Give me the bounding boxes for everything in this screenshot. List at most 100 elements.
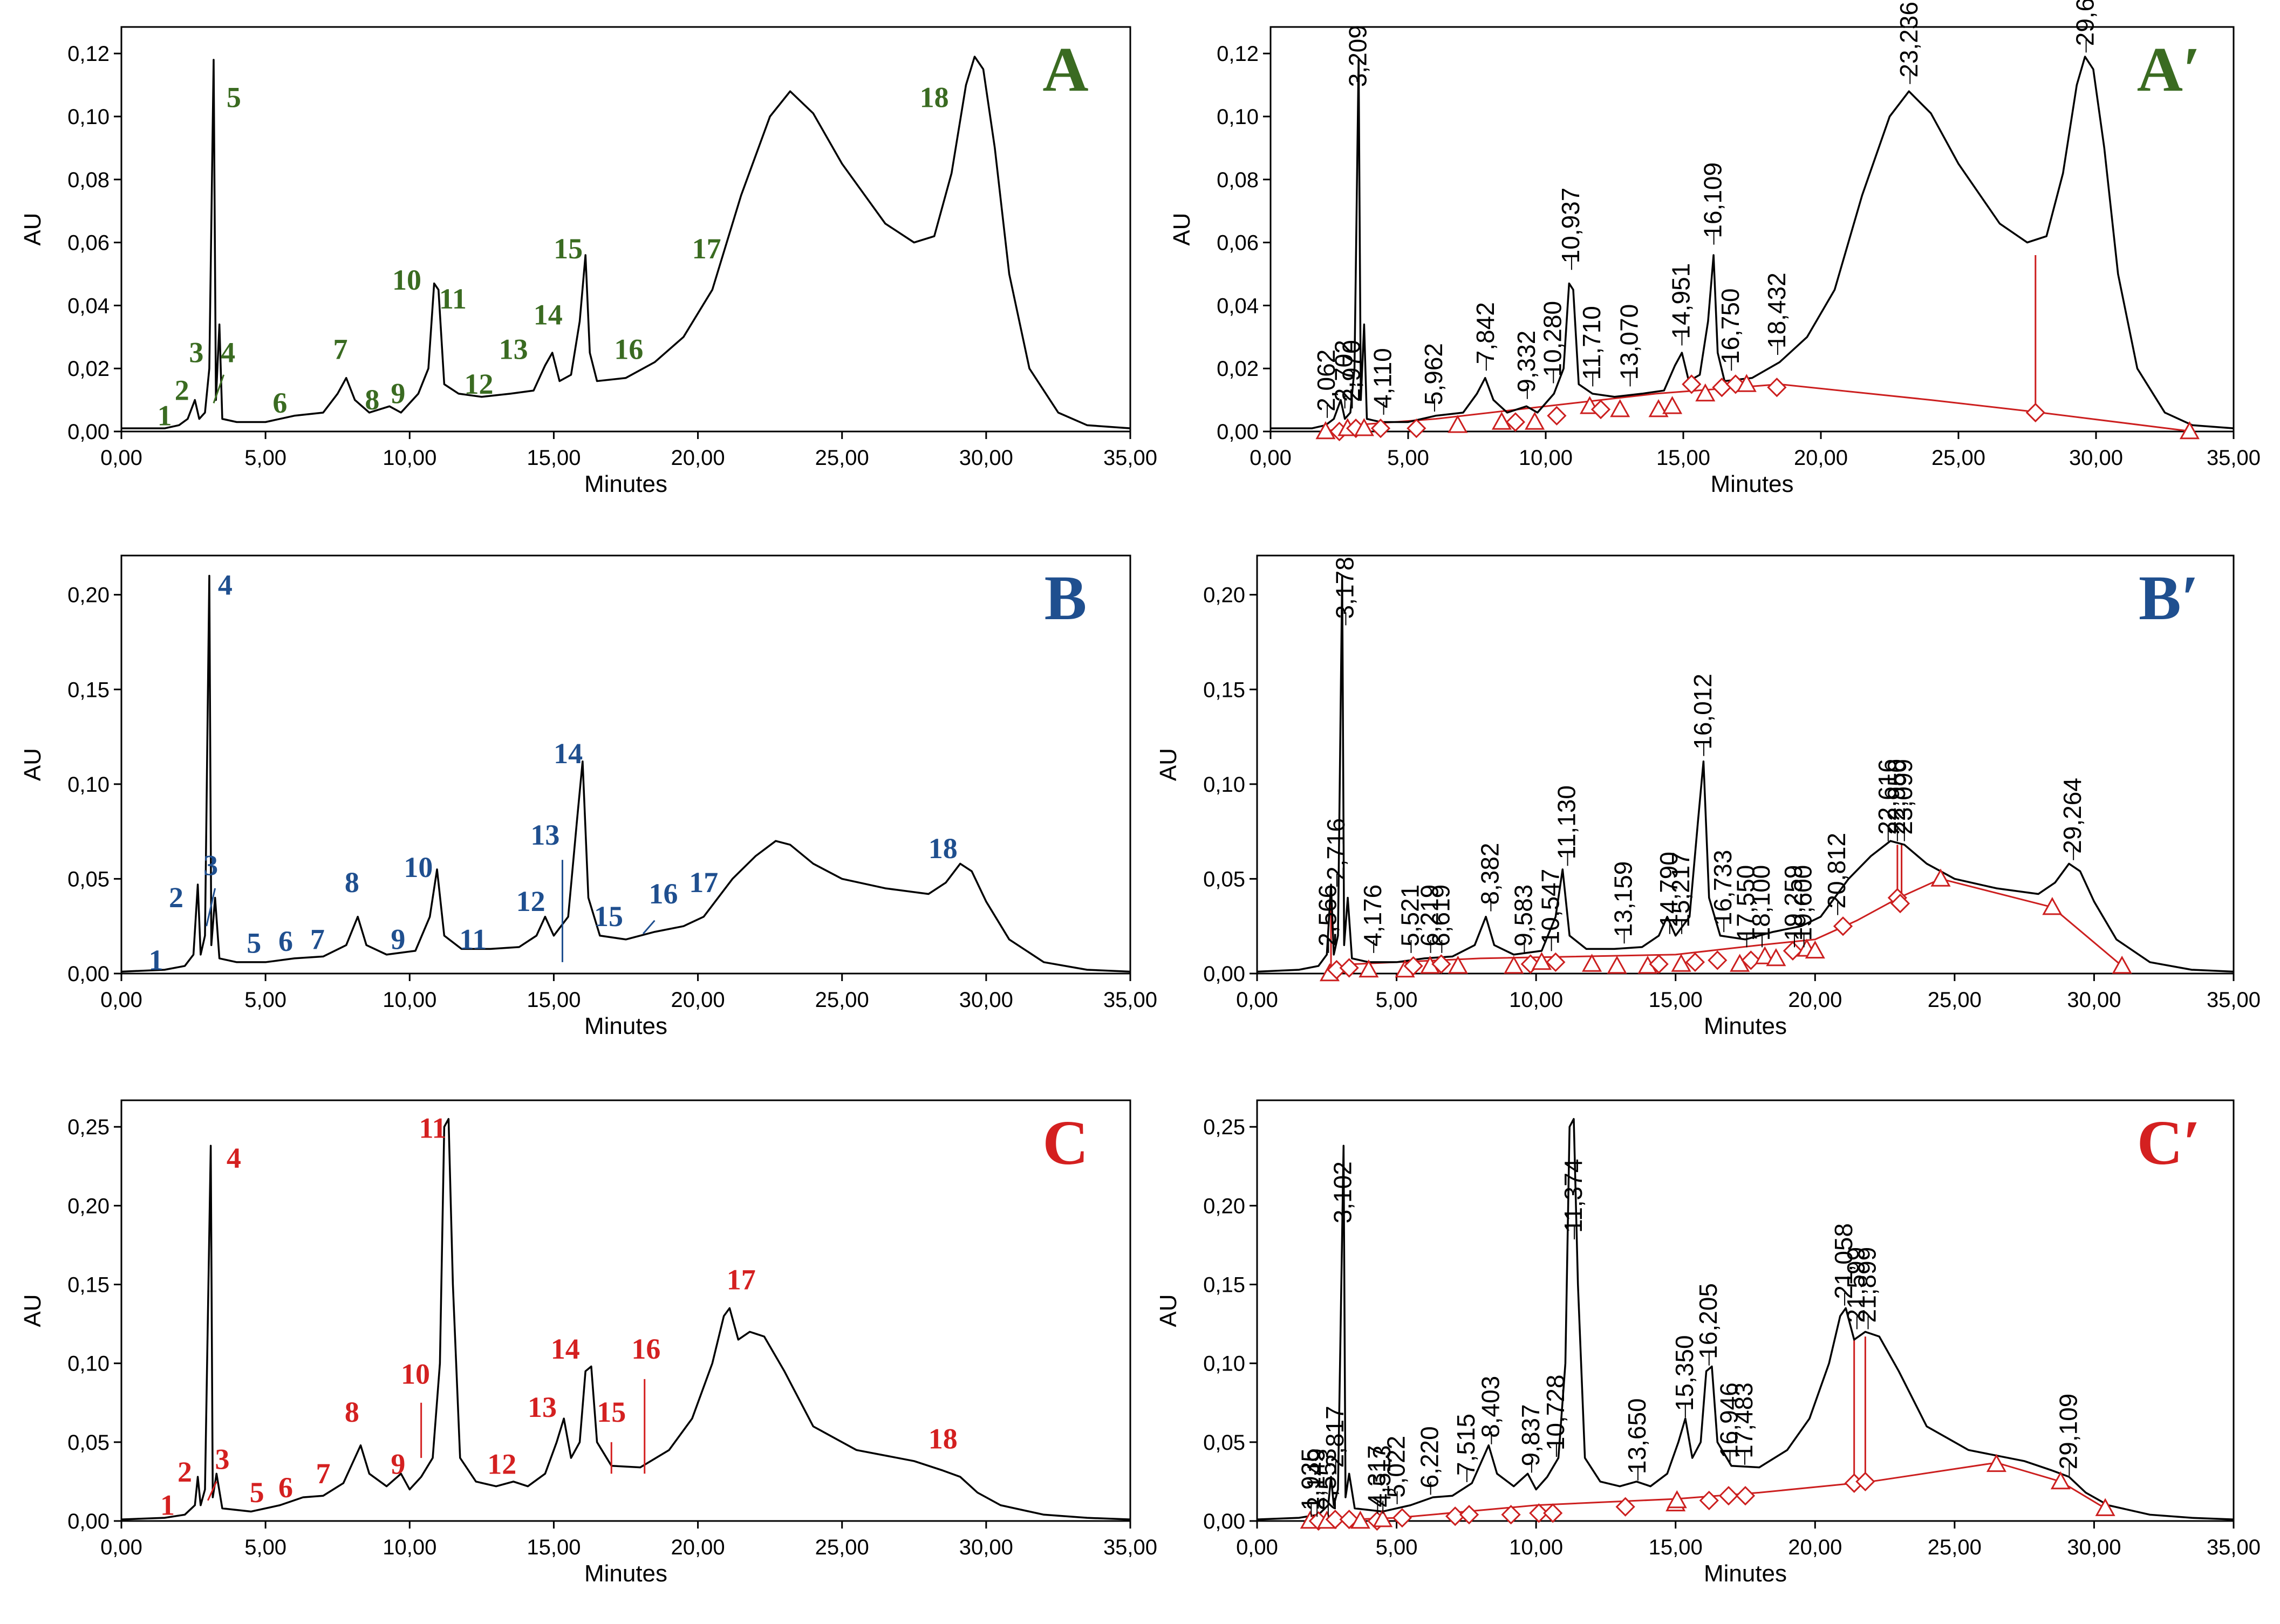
peak-start-marker: [1685, 952, 1705, 972]
retention-time-label: 1,935: [1296, 1448, 1324, 1510]
y-tick-label: 0,05: [1203, 1431, 1245, 1455]
peak-number-label: 14: [534, 298, 563, 331]
x-tick-label: 25,00: [1931, 446, 1985, 470]
peak-number-label: 18: [929, 832, 958, 865]
x-tick-label: 5,00: [1376, 1536, 1418, 1559]
retention-time-label: 16,109: [1699, 162, 1727, 238]
plot-frame: [1269, 26, 2235, 433]
peak-number-label: 16: [631, 1333, 660, 1365]
peak-number-label: 9: [391, 1448, 405, 1480]
peak-number-label: 9: [391, 923, 405, 955]
retention-time-label: 16,946: [1715, 1382, 1743, 1458]
x-tick-label: 25,00: [815, 446, 869, 470]
y-tick-label: 0,00: [1203, 1510, 1245, 1533]
chart-panel-b: 0,00 0,05 0,10 0,15 0,20 0,00 5,00 10,00 15,00 20…: [19, 554, 1157, 1039]
peak-number-label: 17: [689, 866, 718, 899]
peak-end-marker: [1359, 959, 1379, 978]
y-tick-label: 0,20: [67, 584, 110, 607]
peak-start-marker: [1890, 893, 1910, 914]
plot-frame: [120, 1099, 1131, 1522]
x-tick-label: 5,00: [1387, 446, 1429, 470]
peak-number-label: 4: [218, 569, 233, 601]
retention-time-label: 22,616: [1873, 759, 1901, 835]
retention-time-label: 2,062: [1312, 350, 1340, 412]
retention-time-label: 14,951: [1667, 263, 1695, 339]
peak-end-marker: [1531, 951, 1552, 970]
retention-time-label: 20,812: [1822, 833, 1851, 909]
x-tick-label: 20,00: [1794, 446, 1848, 470]
peak-end-marker: [1986, 1454, 2006, 1472]
peak-end-marker: [1607, 955, 1627, 974]
peak-start-marker: [1833, 916, 1853, 936]
retention-time-label: 8,382: [1476, 842, 1504, 904]
peak-number-label: 9: [391, 377, 405, 409]
y-tick-label: 0,04: [67, 294, 110, 318]
retention-time-label: 19,600: [1789, 865, 1817, 941]
retention-time-label: 3,209: [1344, 25, 1372, 87]
retention-time-label: 29,109: [2054, 1394, 2082, 1470]
y-tick-label: 0,02: [1217, 357, 1259, 381]
retention-time-label: 6,220: [1416, 1426, 1444, 1488]
retention-time-label: 4,176: [1359, 885, 1387, 947]
x-tick-label: 5,00: [244, 446, 286, 470]
peak-end-marker: [1766, 948, 1786, 967]
y-axis-label: AU: [19, 748, 46, 781]
x-tick-label: 15,00: [527, 446, 581, 470]
peak-number-label: 17: [692, 232, 721, 265]
plot-frame: [120, 554, 1131, 975]
y-tick-label: 0,15: [1203, 678, 1245, 702]
y-tick-label: 0,04: [1217, 294, 1259, 318]
peak-number-label: 2: [169, 881, 183, 914]
chromatogram-trace: [121, 56, 1131, 429]
retention-time-label: 22,950: [1882, 759, 1910, 835]
peak-number-label: 14: [551, 1333, 580, 1365]
peak-start-marker: [1699, 1490, 1719, 1511]
peak-start-marker: [1590, 399, 1611, 420]
y-tick-label: 0,25: [1203, 1115, 1245, 1139]
peak-end-marker: [1648, 399, 1669, 417]
peak-end-marker: [2112, 955, 2132, 974]
chromatogram-trace: [1271, 56, 2234, 429]
y-axis-label: AU: [1155, 748, 1182, 781]
retention-time-label: 23,236: [1895, 2, 1923, 78]
chromatogram-trace: [121, 574, 1131, 973]
peak-end-marker: [1667, 1490, 1687, 1509]
peak-start-marker: [1783, 941, 1803, 961]
peak-leader-line: [642, 920, 656, 935]
peak-number-label: 8: [365, 383, 379, 416]
peak-number-label: 5: [227, 81, 241, 113]
retention-time-label: 5,962: [1419, 343, 1448, 405]
y-tick-label: 0,05: [67, 1431, 110, 1455]
y-tick-label: 0,02: [67, 357, 110, 381]
y-tick-label: 0,20: [1203, 584, 1245, 607]
x-tick-label: 5,00: [244, 1536, 286, 1559]
x-tick-label: 0,00: [100, 988, 142, 1012]
x-tick-label: 10,00: [383, 446, 436, 470]
peak-number-label: 17: [727, 1263, 756, 1296]
x-tick-label: 20,00: [1788, 1536, 1842, 1559]
x-axis-label: Minutes: [584, 1013, 667, 1039]
peak-number-label: 16: [648, 878, 678, 910]
x-tick-label: 30,00: [2069, 446, 2123, 470]
retention-time-label: 13,159: [1609, 861, 1637, 937]
retention-time-label: 13,070: [1615, 304, 1643, 380]
retention-time-label: 15,350: [1670, 1335, 1698, 1411]
y-tick-label: 0,15: [67, 678, 110, 702]
peak-number-label: 7: [316, 1457, 331, 1490]
x-tick-label: 30,00: [959, 446, 1013, 470]
retention-time-label: 13,650: [1623, 1398, 1651, 1474]
retention-time-label: 23,099: [1889, 759, 1917, 835]
retention-time-label: 21,058: [1830, 1223, 1858, 1299]
peak-end-marker: [1930, 868, 1951, 887]
retention-time-label: 16,205: [1694, 1283, 1722, 1359]
chart-panel-c: 0,00 0,05 0,10 0,15 0,20 0,25 0,00 5,00 10,00 15,…: [19, 1099, 1157, 1587]
peak-number-label: 1: [158, 399, 172, 431]
retention-time-label: 16,012: [1689, 674, 1717, 750]
peak-start-marker: [1767, 378, 1787, 398]
peak-number-label: 12: [487, 1448, 516, 1480]
peak-number-label: 4: [227, 1142, 241, 1174]
chart-panel-c-prime: 0,00 0,05 0,10 0,15 0,20 0,25 0,00 5,00 10,00 15,…: [1155, 1099, 2261, 1587]
peak-leader-line: [206, 888, 216, 927]
peak-end-marker: [2179, 421, 2200, 440]
chart-panel-b-prime: 0,00 0,05 0,10 0,15 0,20 0,00 5,00 10,00 15,00 20…: [1155, 554, 2261, 1039]
